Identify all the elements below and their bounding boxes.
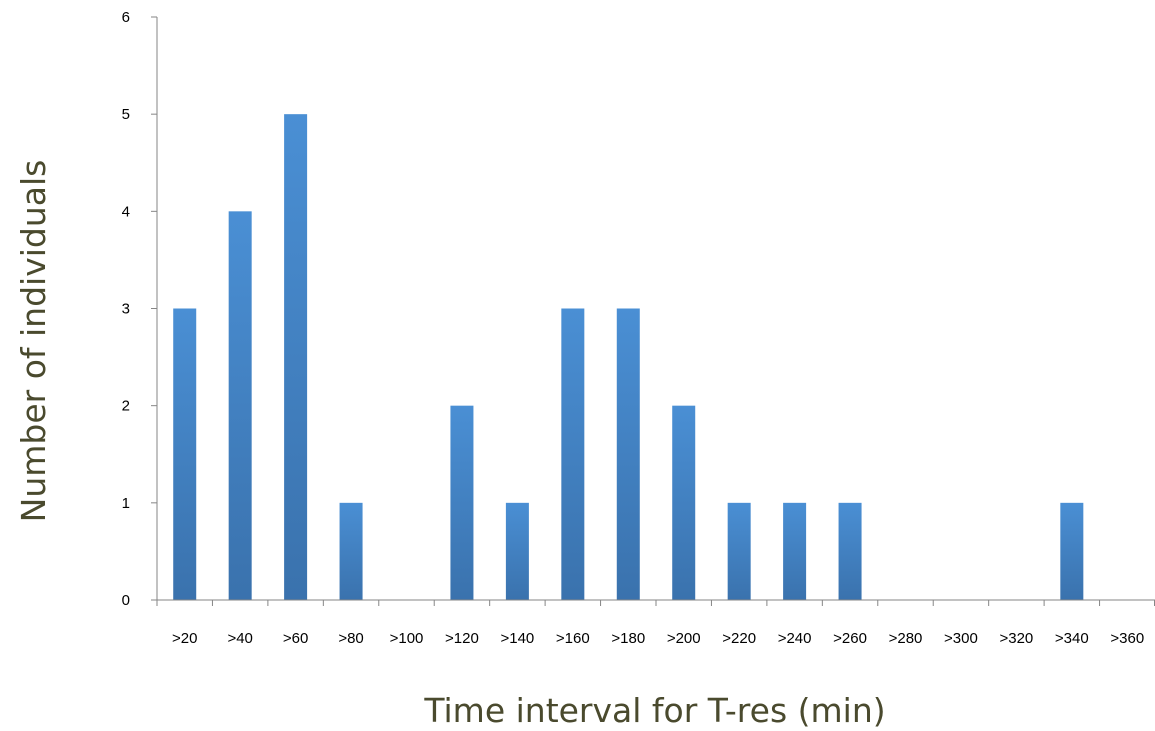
x-tick-label: >280 [889, 630, 923, 647]
y-tick-label: 0 [122, 592, 130, 609]
bar-gt40 [228, 211, 252, 600]
x-axis-title: Time interval for T-res (min) [423, 691, 885, 730]
x-tick-label: >300 [944, 630, 978, 647]
y-tick-label: 1 [122, 495, 130, 512]
bar-gt180 [616, 308, 640, 600]
bar-gt340 [1060, 502, 1084, 600]
x-tick-label: >180 [611, 630, 645, 647]
x-tick-label: >360 [1110, 630, 1144, 647]
bar-gt220 [727, 502, 751, 600]
x-tick-label: >60 [283, 630, 308, 647]
y-tick-label: 3 [122, 301, 130, 318]
x-tick-label: >340 [1055, 630, 1089, 647]
x-tick-label: >220 [722, 630, 756, 647]
bars-group [173, 114, 1084, 601]
y-axis: 0 1 2 3 4 5 6 [122, 9, 158, 609]
y-tick-label: 4 [122, 203, 130, 220]
y-tick-label: 2 [122, 398, 130, 415]
bar-gt80 [339, 502, 363, 600]
x-tick-label: >200 [667, 630, 701, 647]
x-tick-label: >120 [445, 630, 479, 647]
x-axis: >20 >40 >60 >80 >100 >120 >140 >160 >180 >200 >220… [156, 599, 1155, 647]
x-tick-label: >100 [390, 630, 424, 647]
x-tick-label: >160 [556, 630, 590, 647]
y-tick-label: 6 [122, 9, 130, 26]
y-tick-label: 5 [122, 106, 130, 123]
x-tick-label: >20 [172, 630, 197, 647]
bar-gt240 [783, 502, 807, 600]
bar-gt160 [561, 308, 585, 600]
x-tick-label: >140 [500, 630, 534, 647]
x-tick-label: >40 [227, 630, 252, 647]
x-tick-label: >320 [999, 630, 1033, 647]
bar-gt60 [284, 114, 308, 601]
x-tick-label: >240 [778, 630, 812, 647]
x-tick-label: >80 [338, 630, 363, 647]
bar-gt260 [838, 502, 862, 600]
bar-gt140 [505, 502, 529, 600]
bar-gt200 [672, 405, 696, 600]
bar-gt20 [173, 308, 197, 600]
x-tick-label: >260 [833, 630, 867, 647]
y-axis-title: Number of individuals [14, 160, 53, 523]
bar-gt120 [450, 405, 474, 600]
